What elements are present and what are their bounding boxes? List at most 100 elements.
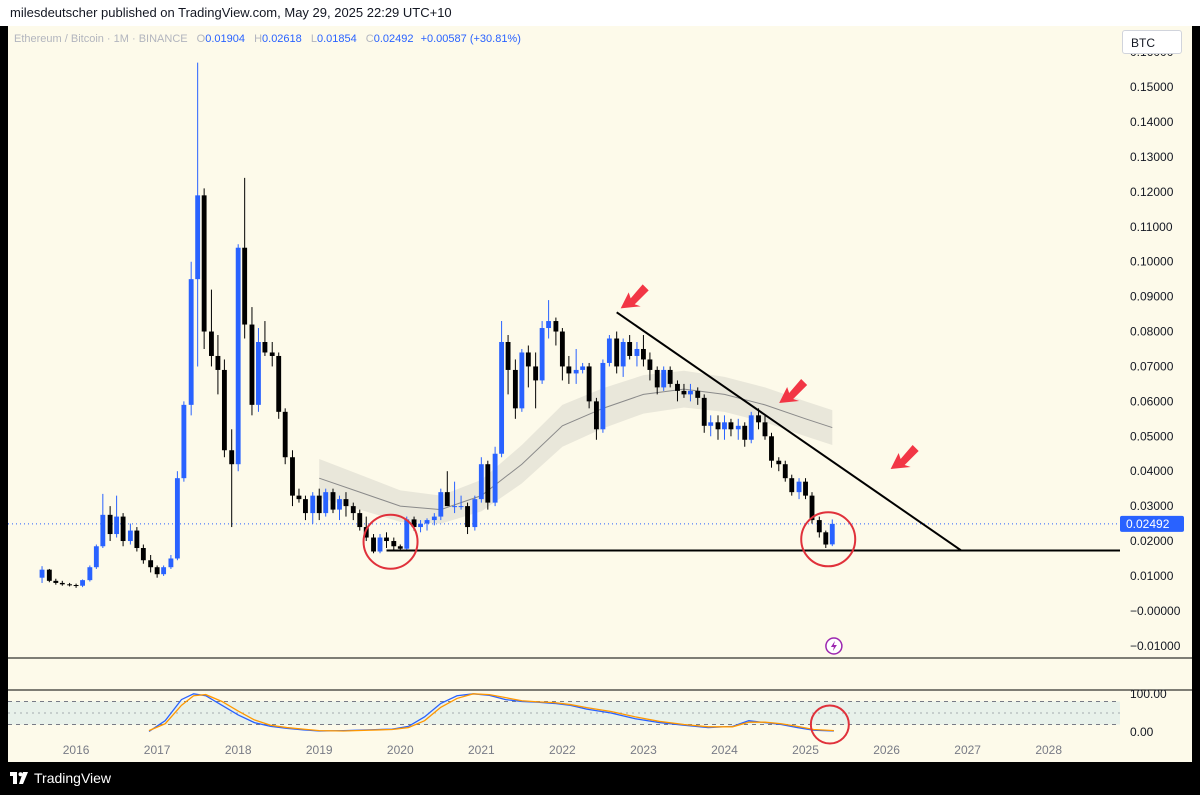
candle — [553, 317, 559, 346]
candle — [73, 583, 79, 588]
candle — [438, 488, 444, 521]
candle-body — [722, 422, 727, 430]
candle-body — [661, 369, 667, 388]
candle-body — [303, 499, 308, 514]
candle — [627, 335, 633, 360]
candle — [478, 457, 484, 503]
candle-body — [262, 342, 268, 353]
candle — [472, 495, 478, 531]
candle-body — [46, 569, 52, 581]
candle-body — [640, 348, 646, 360]
candle — [249, 307, 255, 416]
candle — [593, 397, 599, 440]
candle-body — [452, 506, 458, 508]
candle-body — [201, 195, 207, 332]
candle-body — [688, 390, 693, 395]
candle — [675, 380, 680, 402]
candle — [708, 415, 714, 437]
time-tick-label: 2018 — [225, 743, 252, 757]
candle-body — [316, 495, 322, 514]
candle-body — [627, 342, 633, 356]
candle-body — [776, 460, 782, 465]
candle-body — [695, 390, 701, 398]
time-tick-label: 2021 — [468, 743, 495, 757]
descending-trendline — [616, 311, 962, 552]
candle — [614, 331, 620, 374]
candle-body — [59, 582, 65, 585]
candle — [431, 513, 437, 526]
candle-body — [229, 450, 235, 465]
brand-name: TradingView — [34, 770, 112, 786]
price-tick-label: 0.12000 — [1130, 185, 1174, 199]
candle — [256, 328, 261, 412]
price-tick-label: −0.00000 — [1130, 604, 1181, 618]
lightning-glyph — [830, 641, 837, 651]
high-value: 0.02618 — [262, 33, 302, 45]
price-tick-label: 0.09000 — [1130, 290, 1174, 304]
candle-body — [505, 342, 511, 370]
tradingview-logo[interactable]: TradingView — [10, 770, 111, 786]
candle-body — [127, 530, 133, 542]
candle — [195, 62, 201, 367]
time-tick-label: 2026 — [873, 743, 900, 757]
candle-body — [67, 584, 73, 586]
candle — [188, 261, 194, 416]
candle — [93, 544, 99, 569]
chart-canvas[interactable]: 0.160000.150000.140000.130000.120000.110… — [8, 26, 1192, 762]
change-value: +0.00587 (+30.81%) — [420, 33, 521, 45]
symbol-legend[interactable]: Ethereum / Bitcoin · 1M · BINANCE O0.019… — [14, 33, 521, 45]
candle-body — [715, 422, 721, 430]
price-tick-label: 0.10000 — [1130, 255, 1174, 269]
candle — [519, 348, 525, 412]
candle — [559, 328, 565, 381]
candle-body — [290, 457, 295, 496]
candle-body — [620, 342, 626, 367]
price-tick-label: 0.01000 — [1130, 569, 1174, 583]
candle-body — [499, 342, 505, 454]
candle-body — [310, 495, 316, 514]
candle-body — [553, 321, 559, 332]
candle — [505, 335, 511, 395]
candle-body — [391, 541, 397, 547]
candle — [816, 516, 822, 538]
candle — [525, 345, 531, 388]
candle-body — [337, 499, 342, 510]
candle-body — [350, 506, 356, 514]
candle — [742, 422, 748, 447]
annotation-arrow — [779, 379, 808, 404]
candle-body — [195, 195, 201, 280]
candle-body — [282, 411, 288, 458]
candle — [282, 408, 288, 465]
candle-body — [221, 369, 227, 451]
price-tick-label: 0.11000 — [1130, 220, 1173, 234]
candle-body — [485, 464, 491, 503]
highlight-circle — [362, 513, 419, 570]
candle-body — [756, 415, 761, 423]
candle-body — [276, 355, 282, 412]
candle — [296, 488, 302, 503]
candle — [46, 568, 52, 583]
candle — [512, 359, 518, 419]
grid-layer — [8, 523, 1192, 691]
candle-body — [53, 580, 59, 583]
candle — [667, 366, 673, 388]
candle-body — [363, 527, 369, 538]
price-tick-label: 0.05000 — [1130, 429, 1174, 443]
candle-body — [73, 585, 79, 587]
candle-body — [634, 348, 640, 356]
candle — [303, 495, 308, 521]
low-value: 0.01854 — [316, 33, 357, 45]
candle-body — [573, 369, 579, 374]
candle-body — [647, 359, 653, 370]
symbol-label[interactable]: Ethereum / Bitcoin · 1M · BINANCE — [14, 33, 188, 45]
currency-button[interactable]: BTC — [1122, 30, 1182, 54]
price-tick-label: −0.01000 — [1130, 639, 1181, 653]
candle-body — [404, 519, 410, 549]
candle — [67, 582, 73, 587]
candle — [140, 544, 146, 564]
candle — [114, 495, 120, 538]
candle-body — [148, 560, 154, 568]
candle-body — [816, 520, 822, 533]
chart-frame[interactable]: 0.160000.150000.140000.130000.120000.110… — [8, 26, 1192, 762]
candle — [776, 457, 782, 472]
